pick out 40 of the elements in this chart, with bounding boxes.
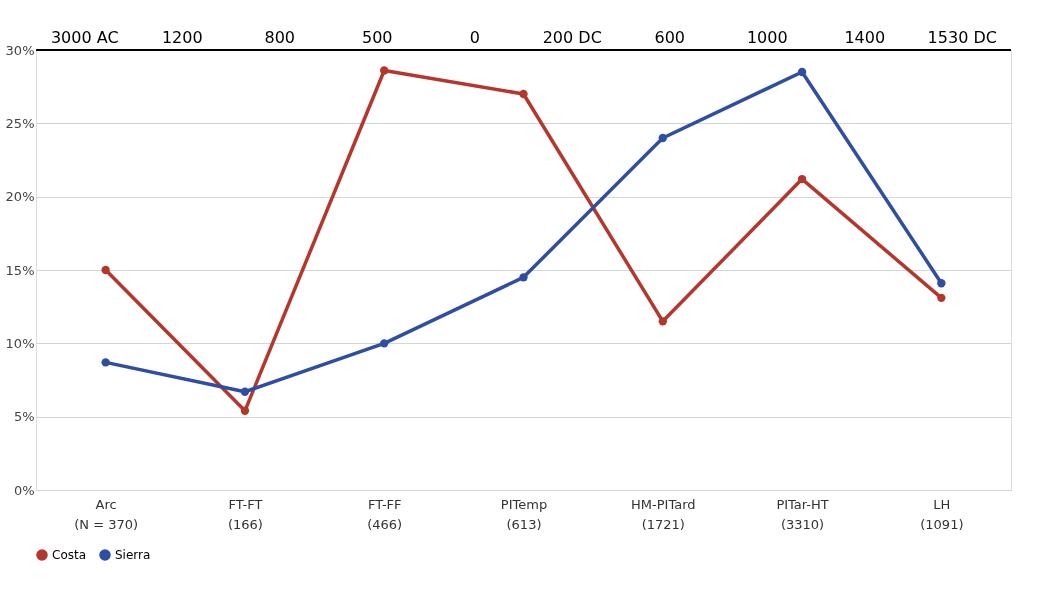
point [380,339,389,348]
y-tick-label: 20% [5,189,35,205]
y-tick-label: 0% [13,482,35,498]
point [797,67,807,77]
point [240,406,250,415]
x-tick-label: PITar-HT (3310) [776,496,829,532]
text: 1200 [161,28,203,47]
y-tick-label: 25% [5,115,35,131]
point [937,279,946,288]
point [797,174,807,184]
point [240,387,250,396]
text: 1400 [844,28,886,47]
legend-label: Sierra [115,548,151,562]
point [658,133,667,143]
x-tick-label: FT-FF (466) [367,496,403,532]
y-tick-label: 5% [13,409,35,425]
x-tick-label: FT-FT (166) [227,496,263,532]
text: 600 [654,28,686,47]
point [658,317,667,326]
y-tick-label: 15% [5,262,35,278]
text: 1530 DC [927,28,997,47]
text: 200 DC [542,28,602,47]
point [101,358,110,367]
x-tick-label: LH (1091) [920,496,964,532]
y-tick-label: 10% [5,335,35,351]
y-tick-label: 30% [5,42,35,58]
legend-label: Costa [52,548,87,562]
x-tick-label: PITemp (613) [500,496,548,532]
x-tick-label: Arc (N = 370) [74,496,139,532]
x-tick-label: HM-PITard (1721) [631,496,696,532]
text: 800 [264,28,296,47]
text: 3000 AC [50,28,119,47]
text: 1000 [746,28,788,47]
point [519,89,528,99]
point [937,293,946,303]
point [380,66,389,75]
point [519,273,528,282]
point [101,265,110,275]
text: 0 [469,28,480,47]
text: 500 [361,28,393,47]
